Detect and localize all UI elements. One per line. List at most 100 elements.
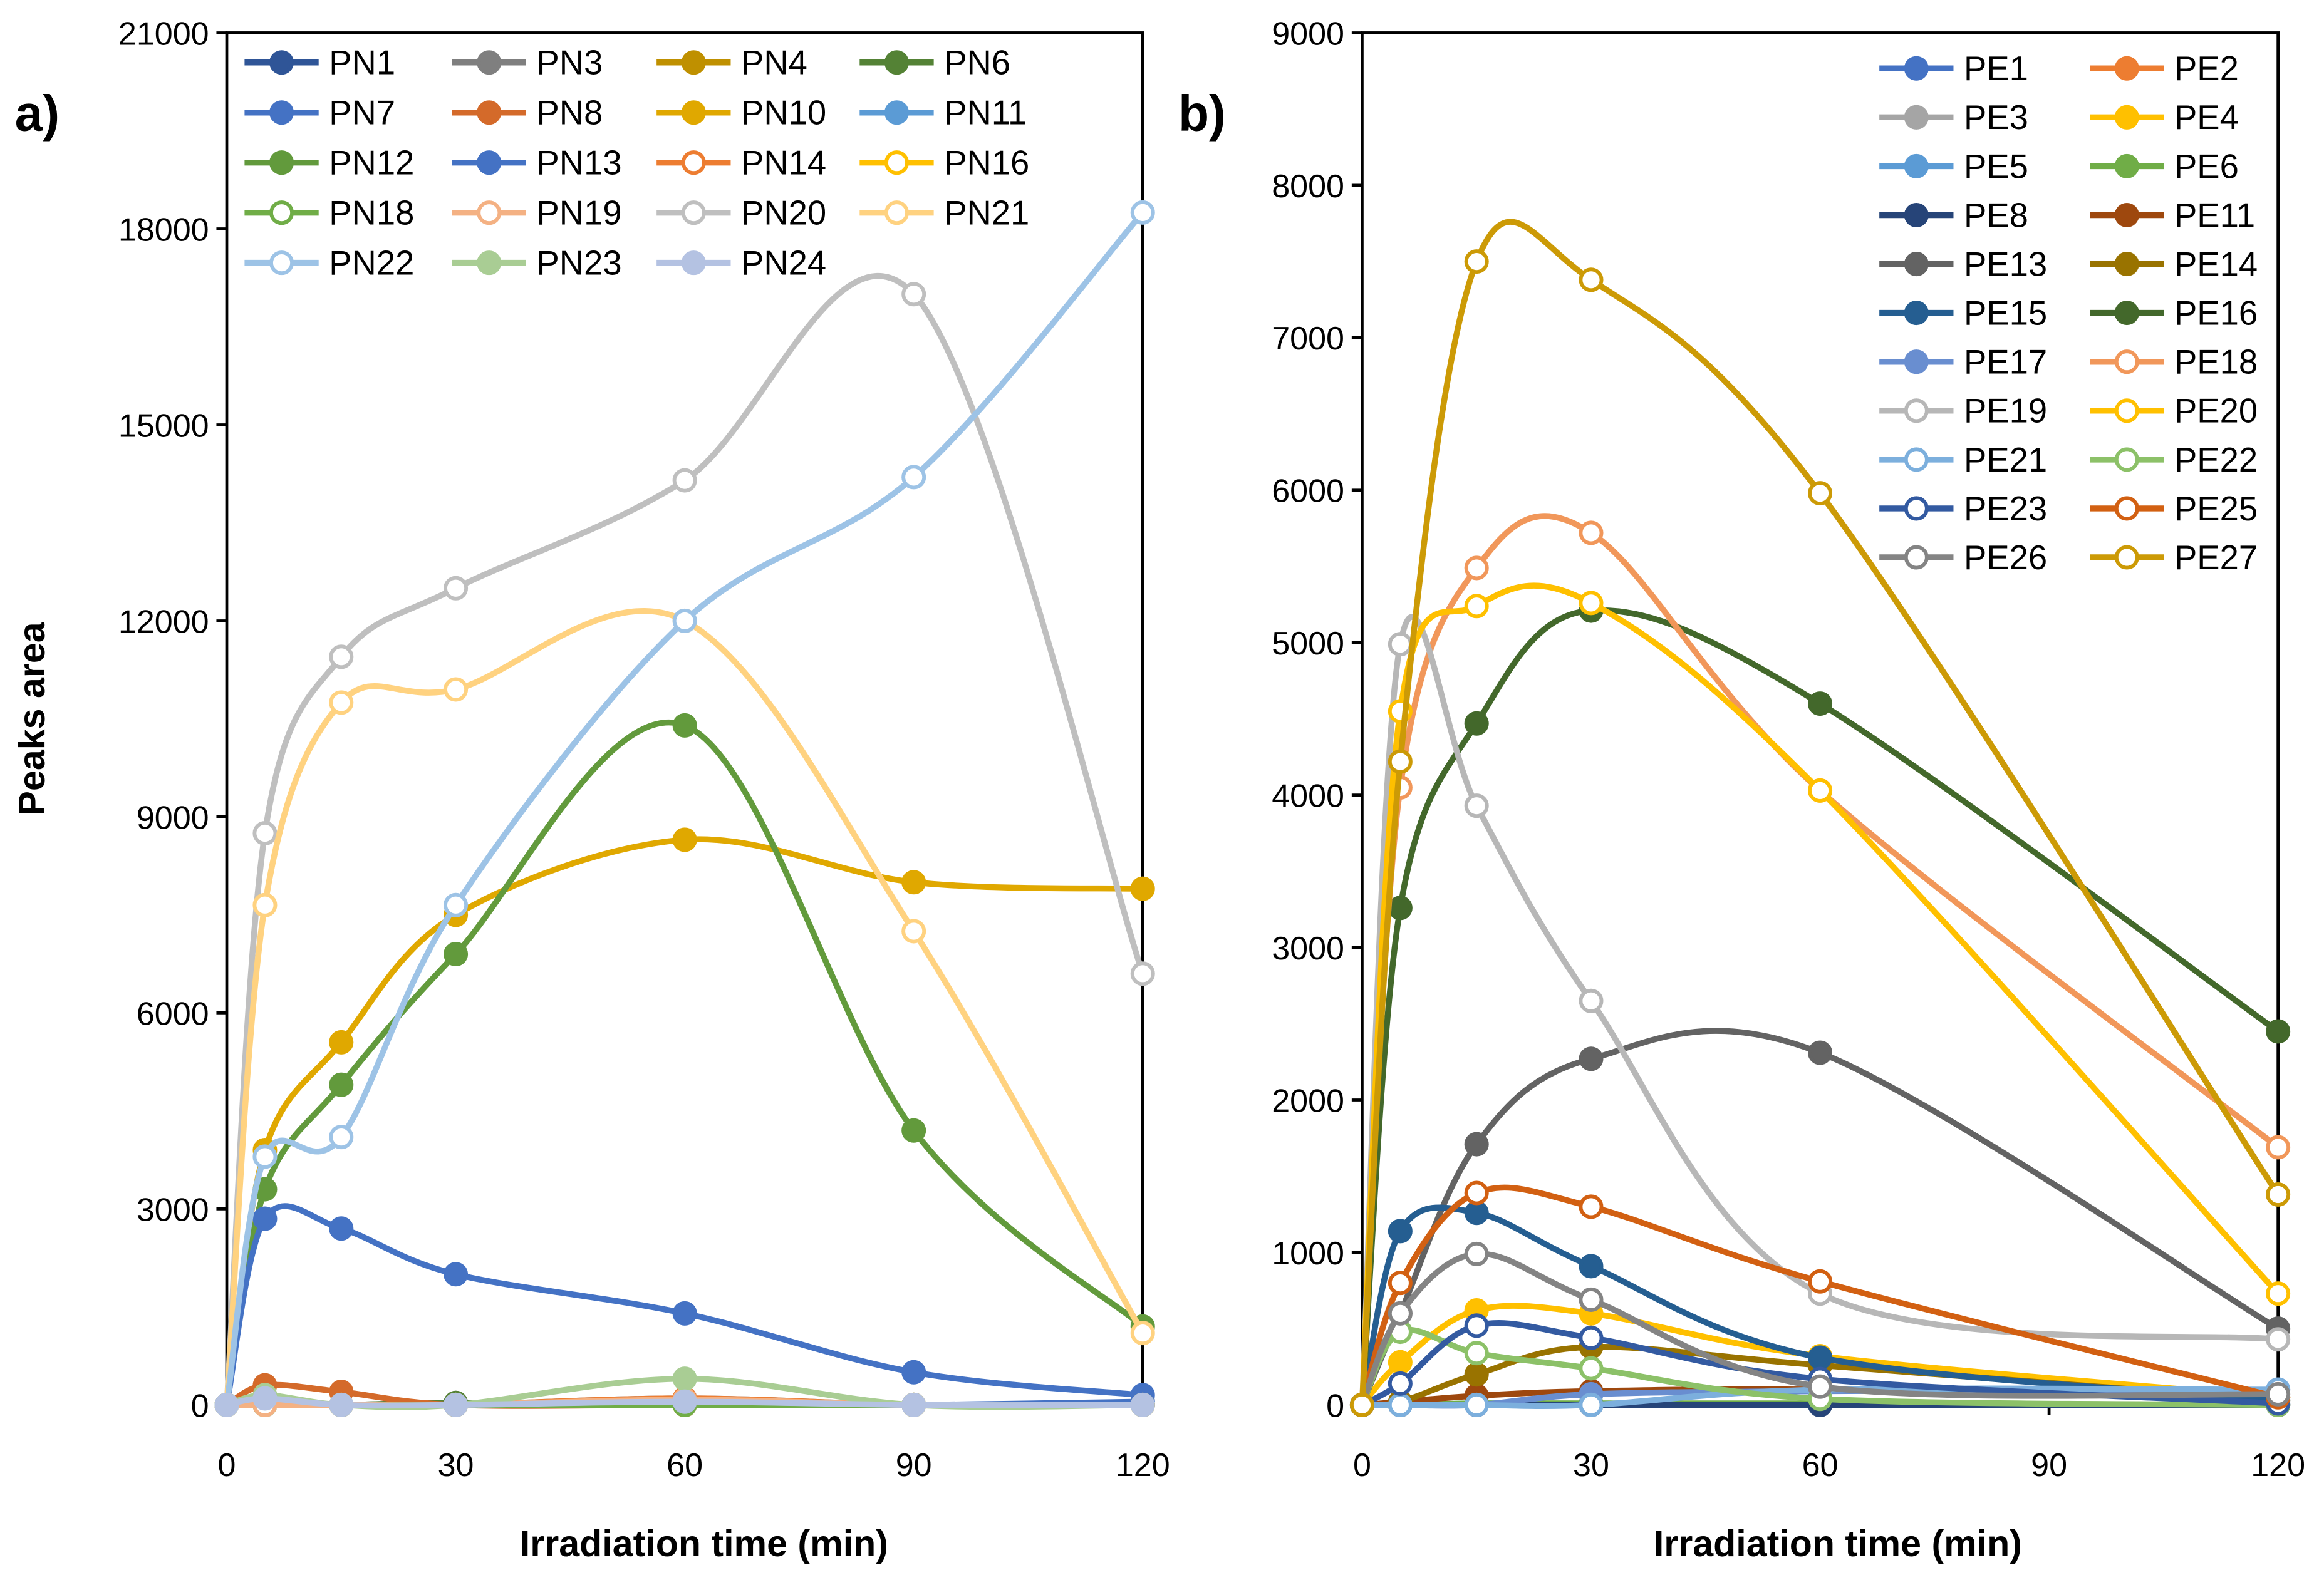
y-tick-label: 12000 [118, 604, 209, 640]
data-point [1349, 1392, 1374, 1417]
legend-label: PN12 [329, 144, 414, 182]
legend-item: PN23 [452, 244, 622, 282]
legend-marker [681, 150, 706, 175]
y-axis-label: Peaks area [11, 621, 53, 815]
y-tick-label: 15000 [118, 408, 209, 444]
data-point [1808, 1374, 1833, 1399]
legend-marker [477, 100, 502, 125]
data-point [1464, 1313, 1489, 1338]
data-point [1388, 749, 1413, 774]
legend-label: PE14 [2174, 245, 2258, 283]
legend-label: PN11 [944, 94, 1027, 132]
data-point [1808, 1269, 1833, 1294]
data-point [1464, 1241, 1489, 1266]
x-axis-label: Irradiation time (min) [1654, 1522, 2022, 1564]
data-point [1579, 520, 1604, 545]
series-line [1359, 582, 2281, 1405]
data-point [1808, 481, 1833, 506]
legend-item: PE21 [1879, 441, 2047, 479]
data-point [1579, 1254, 1604, 1279]
data-point [329, 1125, 354, 1150]
x-tick-label: 90 [896, 1447, 932, 1484]
legend-marker [2114, 349, 2139, 374]
legend-item: PE3 [1879, 98, 2028, 137]
legend-marker [2114, 496, 2139, 521]
legend-item: PE16 [2090, 294, 2258, 333]
legend-marker [477, 250, 502, 276]
data-point [1130, 1392, 1155, 1417]
legend-label: PN8 [537, 94, 603, 132]
data-point [329, 1216, 354, 1241]
legend-marker [269, 100, 294, 125]
data-point [252, 1386, 278, 1411]
legend-label: PE22 [2174, 441, 2258, 479]
legend-item: PE26 [1879, 539, 2047, 577]
series-line [226, 1395, 1143, 1409]
legend-item: PE15 [1879, 294, 2047, 333]
legend-marker [269, 200, 294, 225]
data-point [1464, 1180, 1489, 1206]
data-point [1464, 1362, 1489, 1387]
data-point [1130, 1321, 1155, 1346]
x-tick-label: 30 [438, 1447, 474, 1484]
legend-marker [1904, 545, 1929, 570]
legend-marker [2114, 202, 2139, 227]
panel-label: a) [15, 86, 60, 142]
legend-marker [2114, 301, 2139, 326]
data-point [329, 644, 354, 669]
legend-label: PN10 [741, 94, 826, 132]
data-point [1579, 1356, 1604, 1381]
legend-label: PN24 [741, 244, 826, 282]
legend-marker [2114, 56, 2139, 81]
data-point [2266, 1381, 2291, 1407]
legend-item: PE6 [2090, 147, 2239, 185]
data-point [901, 1360, 926, 1385]
legend-label: PN1 [329, 44, 395, 82]
legend-item: PE4 [2090, 98, 2239, 137]
data-point [1579, 1046, 1604, 1071]
legend-marker [2114, 252, 2139, 277]
legend-item: PE11 [2090, 196, 2255, 234]
legend-marker [681, 100, 706, 125]
y-tick-label: 5000 [1272, 626, 1344, 662]
data-point [672, 1301, 697, 1326]
legend-marker [1904, 56, 1929, 81]
data-point [1808, 1040, 1833, 1065]
legend-marker [884, 100, 909, 125]
legend-label: PE26 [1964, 539, 2047, 577]
legend-label: PE27 [2174, 539, 2258, 577]
legend-label: PN22 [329, 244, 414, 282]
legend-marker [477, 150, 502, 175]
data-point [1579, 988, 1604, 1013]
data-point [252, 1206, 278, 1231]
x-axis-label: Irradiation time (min) [520, 1522, 888, 1564]
legend-marker [1904, 349, 1929, 374]
legend-marker [269, 50, 294, 75]
legend-marker [884, 150, 909, 175]
data-point [1579, 591, 1604, 616]
legend-marker [1904, 202, 1929, 227]
x-tick-label: 30 [1573, 1447, 1609, 1484]
data-point [672, 713, 697, 738]
data-point [1808, 691, 1833, 716]
data-point [1388, 896, 1413, 921]
legend-item: PE23 [1879, 490, 2047, 528]
y-tick-label: 8000 [1272, 168, 1344, 205]
data-point [444, 942, 469, 967]
data-point [329, 1030, 354, 1055]
y-tick-label: 2000 [1272, 1083, 1344, 1119]
legend-marker [1904, 447, 1929, 472]
series-line [1362, 1385, 2278, 1409]
chart-panel-1: 0 3000 6000 9000 12000 15000 18000 21000 0 30 60 90… [11, 16, 1170, 1564]
x-tick-label: 120 [2251, 1447, 2305, 1484]
legend-item: PE2 [2090, 49, 2239, 88]
legend-item: PE20 [2090, 392, 2258, 430]
data-point [1464, 594, 1489, 619]
data-point [1388, 1392, 1413, 1417]
legend-item: PE27 [2090, 539, 2258, 577]
data-point [1464, 1200, 1489, 1226]
data-point [1464, 249, 1489, 274]
y-tick-label: 4000 [1272, 778, 1344, 815]
legend-label: PE16 [2174, 294, 2258, 333]
